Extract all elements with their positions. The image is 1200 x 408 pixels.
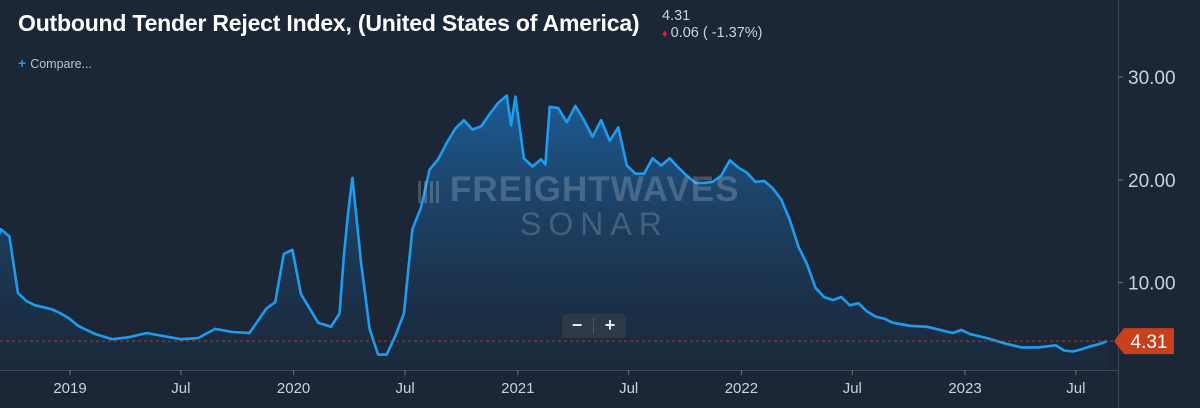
x-tick-label: 2019 — [53, 380, 86, 397]
plus-icon: + — [18, 55, 27, 71]
down-triangle-icon: ♦ — [662, 28, 668, 40]
compare-label: Compare... — [30, 57, 93, 71]
zoom-divider — [593, 318, 594, 334]
x-tick-label: Jul — [619, 380, 638, 397]
zoom-in-button[interactable]: + — [604, 315, 616, 335]
zoom-controls: − + — [562, 314, 626, 338]
x-tick-label: 2023 — [948, 380, 981, 397]
watermark-line1: FREIGHTWAVES — [450, 170, 740, 209]
change-line: ♦ 0.06 ( -1.37%) — [662, 25, 763, 43]
x-tick-label: 2022 — [725, 380, 758, 397]
y-tick-label: 30.00 — [1128, 68, 1176, 89]
x-tick-label: 2020 — [277, 380, 310, 397]
watermark-sonar: SONAR — [520, 206, 669, 242]
y-tick-label: 10.00 — [1128, 274, 1176, 295]
compare-button[interactable]: + Compare... — [18, 55, 92, 71]
last-value-label: 4.31 — [1131, 332, 1168, 353]
x-tick-label: 2021 — [501, 380, 534, 397]
x-tick-label: Jul — [171, 380, 190, 397]
freightwaves-logo-icon — [418, 181, 442, 203]
last-value-tag — [1114, 328, 1174, 355]
chart-title: Outbound Tender Reject Index, (United St… — [18, 10, 640, 36]
watermark-freightwaves: FREIGHTWAVES — [418, 170, 739, 210]
zoom-out-button[interactable]: − — [571, 315, 583, 335]
y-tick-label: 20.00 — [1128, 171, 1176, 192]
x-tick-label: Jul — [843, 380, 862, 397]
x-tick-label: Jul — [1066, 380, 1085, 397]
last-value: 4.31 — [662, 8, 691, 24]
price-box: 4.31 ♦ 0.06 ( -1.37%) — [662, 8, 763, 43]
series-line — [0, 94, 1108, 356]
x-tick-label: Jul — [395, 380, 414, 397]
change-value: 0.06 ( -1.37%) — [670, 25, 763, 41]
series-area-fill — [0, 95, 1108, 370]
